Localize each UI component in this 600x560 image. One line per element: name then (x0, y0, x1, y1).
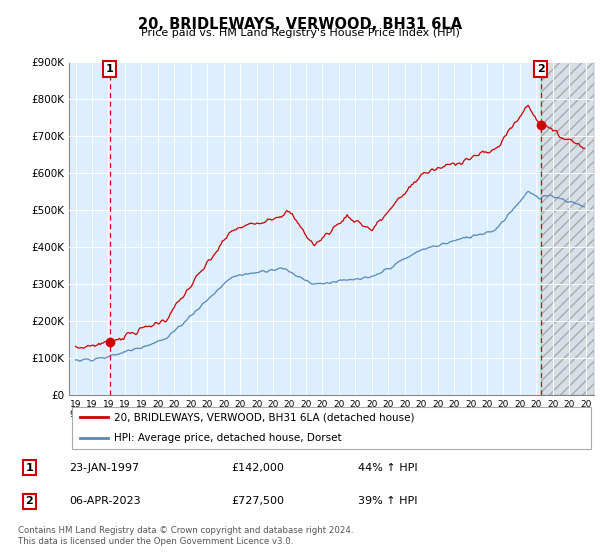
Text: £727,500: £727,500 (231, 496, 284, 506)
Text: Contains HM Land Registry data © Crown copyright and database right 2024.
This d: Contains HM Land Registry data © Crown c… (18, 526, 353, 546)
Text: 1: 1 (25, 463, 33, 473)
Text: 39% ↑ HPI: 39% ↑ HPI (358, 496, 417, 506)
Text: 2: 2 (537, 64, 545, 74)
Text: £142,000: £142,000 (231, 463, 284, 473)
Text: 20, BRIDLEWAYS, VERWOOD, BH31 6LA (detached house): 20, BRIDLEWAYS, VERWOOD, BH31 6LA (detac… (113, 412, 414, 422)
Text: 06-APR-2023: 06-APR-2023 (70, 496, 141, 506)
Text: HPI: Average price, detached house, Dorset: HPI: Average price, detached house, Dors… (113, 433, 341, 444)
FancyBboxPatch shape (71, 407, 592, 449)
Text: 1: 1 (106, 64, 113, 74)
Text: 44% ↑ HPI: 44% ↑ HPI (358, 463, 417, 473)
Text: 20, BRIDLEWAYS, VERWOOD, BH31 6LA: 20, BRIDLEWAYS, VERWOOD, BH31 6LA (138, 17, 462, 32)
Text: 23-JAN-1997: 23-JAN-1997 (70, 463, 140, 473)
Text: 2: 2 (25, 496, 33, 506)
Text: Price paid vs. HM Land Registry's House Price Index (HPI): Price paid vs. HM Land Registry's House … (140, 28, 460, 38)
